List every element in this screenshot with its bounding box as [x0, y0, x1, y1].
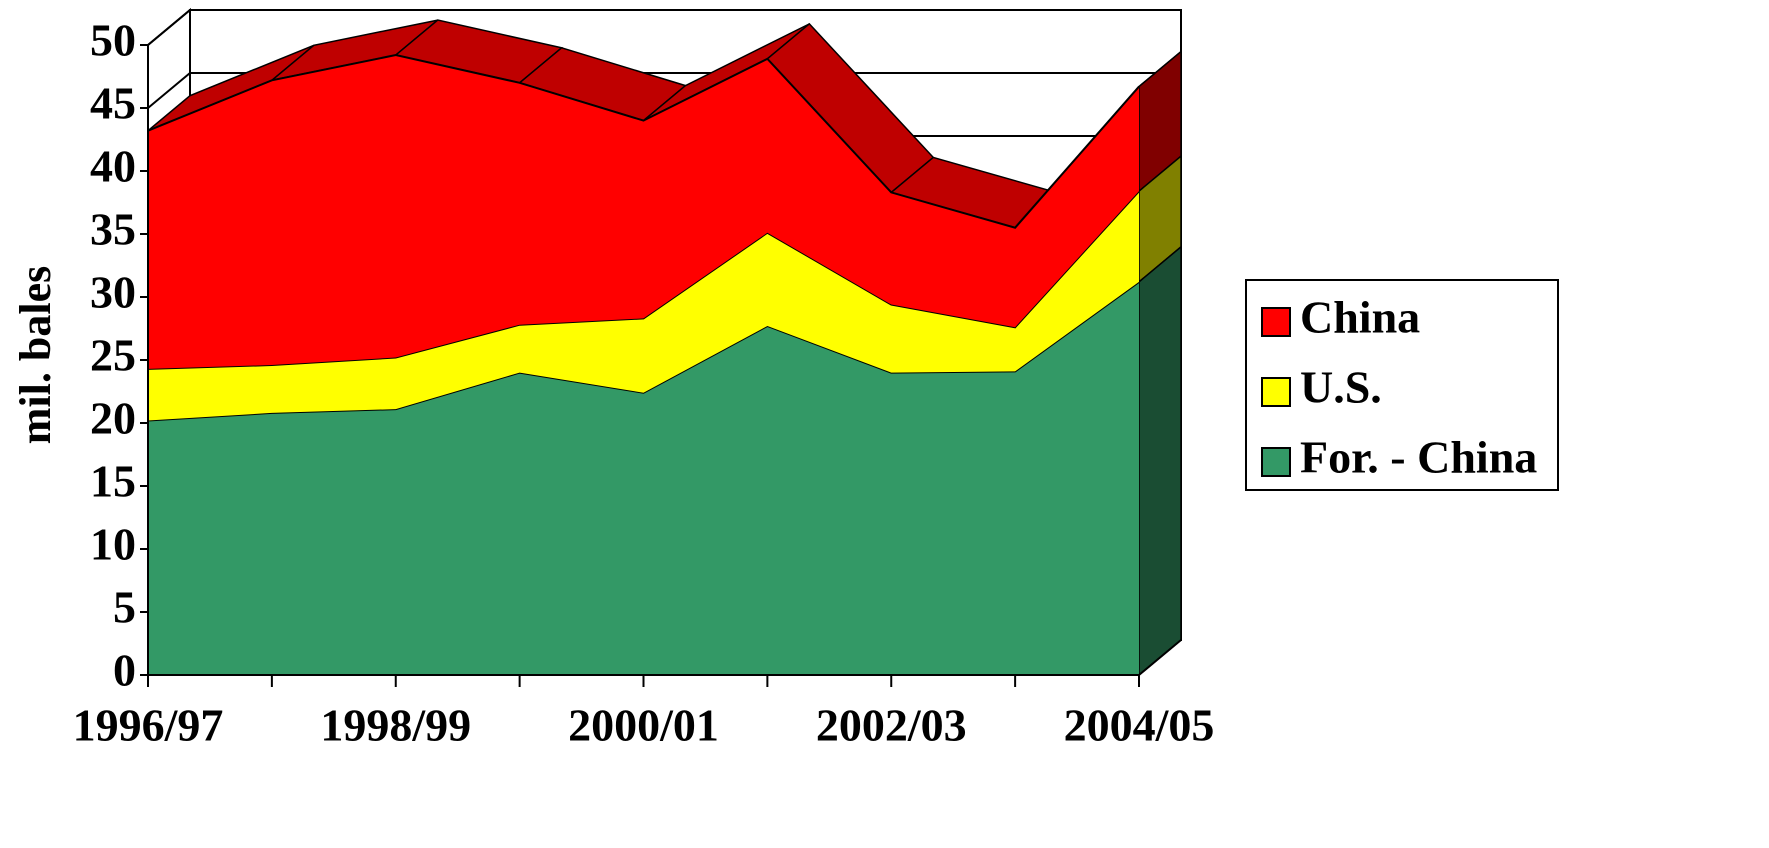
x-tick-label: 2002/03 [816, 700, 967, 751]
y-tick-label: 5 [113, 582, 136, 633]
legend-label: China [1300, 292, 1420, 343]
legend-label: For. - China [1300, 432, 1537, 483]
legend-label: U.S. [1300, 362, 1382, 413]
area-edge [147, 54, 1140, 229]
x-tick-label: 2000/01 [568, 700, 719, 751]
y-tick-label: 10 [90, 519, 136, 570]
floor-edge [1138, 639, 1182, 676]
x-tick-label: 2004/05 [1064, 700, 1215, 751]
y-tick-label: 15 [90, 456, 136, 507]
y-tick-label: 50 [90, 15, 136, 66]
y-tick-label: 35 [90, 204, 136, 255]
area-fill [148, 191, 1139, 421]
y-tick-label: 30 [90, 267, 136, 318]
area-fill [148, 281, 1139, 675]
grid-line [147, 9, 1181, 46]
area-fill [148, 55, 1139, 369]
x-tick-label: 1998/99 [320, 700, 471, 751]
y-tick-label: 20 [90, 393, 136, 444]
y-tick-label: 40 [90, 141, 136, 192]
y-axis-label: mil. bales [11, 266, 60, 444]
legend-swatch [1261, 377, 1291, 407]
legend-swatch [1261, 447, 1291, 477]
y-tick-label: 45 [90, 78, 136, 129]
side-face [1138, 245, 1182, 677]
legend-swatch [1261, 307, 1291, 337]
y-tick-label: 0 [113, 645, 136, 696]
legend-box [1245, 279, 1559, 491]
x-tick-label: 1996/97 [73, 700, 224, 751]
y-tick-label: 25 [90, 330, 136, 381]
